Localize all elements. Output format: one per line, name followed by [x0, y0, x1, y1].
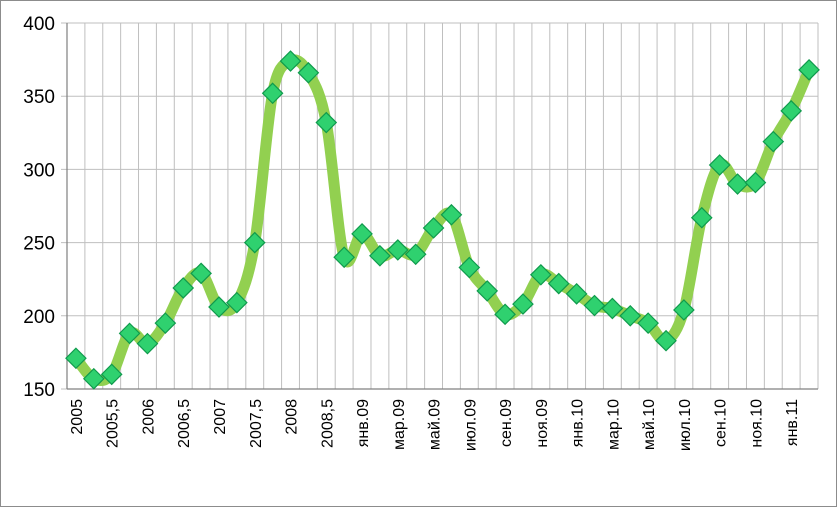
- x-tick-label: 2005: [69, 399, 86, 435]
- data-point-marker: [762, 130, 785, 153]
- data-point-marker: [512, 293, 534, 315]
- data-point-marker: [315, 111, 338, 134]
- x-tick-label: 2006,5: [176, 399, 193, 448]
- data-point-marker: [494, 303, 516, 326]
- x-tick-label: 2005,5: [105, 399, 122, 448]
- data-point-marker: [440, 203, 463, 226]
- data-point-marker: [118, 322, 141, 345]
- x-tick-label: июл.10: [677, 399, 694, 451]
- data-point-marker: [136, 332, 159, 355]
- data-point-marker: [261, 82, 284, 105]
- y-tick-label: 400: [23, 14, 55, 35]
- data-point-marker: [279, 50, 302, 72]
- x-tick-label: мар.09: [391, 399, 408, 450]
- y-tick-label: 300: [23, 160, 55, 181]
- x-tick-label: 2008: [284, 399, 301, 435]
- data-point-marker: [226, 291, 248, 314]
- y-tick-label: 250: [23, 234, 55, 255]
- y-tick-label: 200: [23, 307, 55, 328]
- data-point-marker: [583, 294, 606, 317]
- y-tick-label: 150: [23, 380, 55, 401]
- data-point-marker: [404, 243, 427, 266]
- data-point-marker: [333, 246, 356, 269]
- data-point-marker: [798, 58, 820, 81]
- data-point-marker: [65, 347, 87, 370]
- y-tick-label: 350: [23, 87, 55, 108]
- x-tick-label: янв.09: [355, 399, 372, 447]
- data-point-marker: [100, 363, 123, 386]
- x-tick-label: сен.09: [498, 399, 515, 447]
- data-point-marker: [780, 99, 803, 122]
- data-point-marker: [369, 244, 391, 267]
- x-tick-label: янв.10: [570, 399, 587, 447]
- x-tick-label: май.09: [427, 399, 444, 450]
- data-point-marker: [744, 171, 767, 194]
- x-tick-label: 2007,5: [248, 399, 265, 448]
- x-tick-label: май.10: [641, 399, 658, 450]
- data-point-marker: [422, 217, 445, 239]
- data-point-marker: [637, 312, 659, 334]
- data-point-marker: [619, 304, 642, 327]
- x-tick-label: июл.09: [462, 399, 479, 451]
- data-point-marker: [82, 367, 105, 390]
- data-point-marker: [172, 277, 195, 299]
- x-tick-label: мар.10: [605, 399, 622, 450]
- data-point-marker: [726, 173, 749, 195]
- data-point-marker: [476, 280, 499, 302]
- data-point-marker: [190, 262, 212, 285]
- x-tick-label: 2006: [140, 399, 157, 435]
- data-point-marker: [601, 297, 624, 320]
- data-point-marker: [529, 263, 552, 286]
- data-point-marker: [386, 239, 409, 261]
- data-point-marker: [154, 312, 177, 334]
- x-tick-label: сен.10: [713, 399, 730, 447]
- x-tick-label: ноя.10: [748, 399, 765, 448]
- data-point-marker: [655, 329, 677, 352]
- data-point-marker: [565, 282, 588, 305]
- data-point-marker: [208, 296, 230, 318]
- data-point-marker: [297, 61, 320, 84]
- data-point-marker: [458, 256, 481, 279]
- data-point-marker: [673, 299, 695, 321]
- data-point-marker: [547, 272, 570, 295]
- data-point-marker: [243, 231, 266, 254]
- x-tick-label: 2007: [212, 399, 229, 435]
- data-point-marker: [690, 206, 713, 229]
- x-tick-label: 2008,5: [319, 399, 336, 448]
- data-point-marker: [708, 154, 731, 176]
- x-tick-label: ноя.09: [534, 399, 551, 448]
- data-point-marker: [351, 222, 373, 245]
- x-tick-label: янв.11: [784, 399, 801, 446]
